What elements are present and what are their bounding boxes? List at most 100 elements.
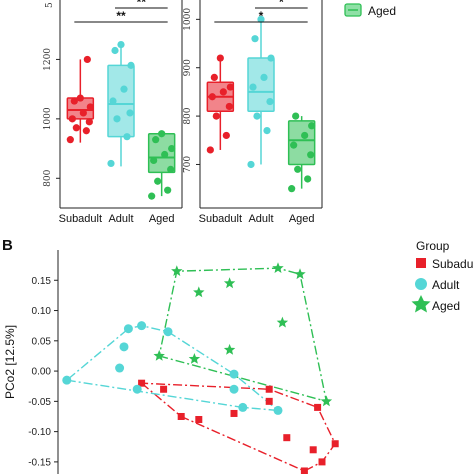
panel-b-label: B xyxy=(2,237,13,254)
point-adult xyxy=(229,369,239,379)
data-point xyxy=(117,40,125,49)
point-subadult xyxy=(309,446,317,454)
data-point xyxy=(161,150,169,159)
y-tick-label: -0.10 xyxy=(28,427,51,438)
x-tick-label: Adult xyxy=(248,213,273,225)
data-point xyxy=(263,127,271,135)
y-tick-label: 0.00 xyxy=(32,367,52,378)
point-subadult xyxy=(195,416,203,424)
significance-label: * xyxy=(259,9,264,23)
data-point xyxy=(206,146,214,154)
point-adult xyxy=(238,402,248,412)
hull-adult xyxy=(65,324,281,412)
hull-subadult xyxy=(139,382,337,472)
data-point xyxy=(308,122,316,130)
y-tick-label: 800 xyxy=(43,169,53,186)
y-tick-label: 1000 xyxy=(43,107,53,130)
data-point xyxy=(260,73,268,81)
data-point xyxy=(154,177,162,185)
panel-a-legend: Aged xyxy=(344,3,396,18)
data-point xyxy=(72,124,80,132)
data-point xyxy=(158,130,166,138)
data-point xyxy=(123,133,131,141)
y-tick-label: -0.15 xyxy=(28,457,51,468)
panel-b-legend: Group Subadult Adult Aged xyxy=(411,239,474,313)
data-point xyxy=(148,192,156,200)
data-point xyxy=(111,46,119,55)
point-aged xyxy=(223,343,236,355)
data-point xyxy=(150,156,158,165)
data-point xyxy=(208,93,216,101)
y-tick-label: 800 xyxy=(183,107,193,124)
point-adult xyxy=(123,324,133,334)
data-point xyxy=(76,94,84,102)
point-adult xyxy=(115,363,125,373)
significance-label: ** xyxy=(137,0,147,9)
data-point xyxy=(113,115,121,123)
data-point xyxy=(290,141,298,149)
panel-a-right-boxplot: 700 800 900 1000 Subadult Adult Aged * * xyxy=(183,0,323,225)
y-tick-label: 0.15 xyxy=(32,276,52,287)
y-tick-label: 700 xyxy=(183,156,193,173)
legend-subadult-marker xyxy=(416,258,426,268)
data-point xyxy=(307,151,315,159)
svg-text:5: 5 xyxy=(45,2,55,8)
data-point xyxy=(83,55,91,64)
legend-aged-label-b: Aged xyxy=(432,299,460,313)
data-point xyxy=(210,73,218,81)
data-point xyxy=(82,127,90,135)
data-point xyxy=(164,186,172,194)
y-tick-label: 1000 xyxy=(183,8,193,31)
data-point xyxy=(266,97,274,106)
point-subadult xyxy=(283,434,291,442)
point-adult xyxy=(132,384,142,394)
panel-b-pcoa: B PCo2 [12.5%] Group Subadult Adult Aged… xyxy=(2,237,474,474)
data-point xyxy=(226,83,234,91)
data-point xyxy=(70,97,78,105)
y-tick-label: 1200 xyxy=(43,48,53,71)
y-tick-label: 900 xyxy=(183,59,193,76)
data-point xyxy=(249,83,257,91)
point-subadult xyxy=(177,412,185,420)
data-point xyxy=(127,61,135,69)
data-point xyxy=(216,54,224,62)
y-tick-label: -0.05 xyxy=(28,397,51,408)
point-aged xyxy=(171,265,183,276)
data-point xyxy=(253,112,261,120)
point-adult xyxy=(137,321,147,331)
point-aged xyxy=(188,353,201,364)
point-adult xyxy=(229,384,239,394)
point-subadult xyxy=(265,397,273,405)
data-point xyxy=(168,144,176,153)
x-tick-label: Aged xyxy=(289,213,315,225)
legend-adult-marker xyxy=(415,278,427,290)
point-aged xyxy=(193,286,205,298)
data-point xyxy=(109,97,117,105)
data-point xyxy=(126,109,134,117)
data-point xyxy=(294,165,302,173)
point-adult xyxy=(62,375,72,385)
data-point xyxy=(301,131,309,140)
panel-a-left-boxplot: 5 800 1000 1200 Subadult Adult Aged ** ** xyxy=(43,0,183,225)
point-subadult xyxy=(160,385,168,393)
box-adult xyxy=(247,57,275,113)
point-adult xyxy=(119,342,129,352)
data-point xyxy=(68,115,76,123)
point-adult xyxy=(163,327,173,337)
data-point xyxy=(292,112,300,120)
data-point xyxy=(167,165,175,173)
point-adult xyxy=(273,405,283,415)
data-point xyxy=(267,54,275,62)
data-point xyxy=(219,88,227,96)
legend-aged-label: Aged xyxy=(368,4,396,18)
x-tick-label: Subadult xyxy=(59,213,102,225)
point-subadult xyxy=(138,379,146,387)
data-point xyxy=(85,118,93,126)
data-point xyxy=(107,159,115,168)
point-aged xyxy=(276,316,289,328)
data-point xyxy=(86,103,94,111)
legend-adult-label: Adult xyxy=(432,278,460,292)
point-subadult xyxy=(300,467,308,474)
data-point xyxy=(257,15,265,23)
point-subadult xyxy=(230,409,238,417)
